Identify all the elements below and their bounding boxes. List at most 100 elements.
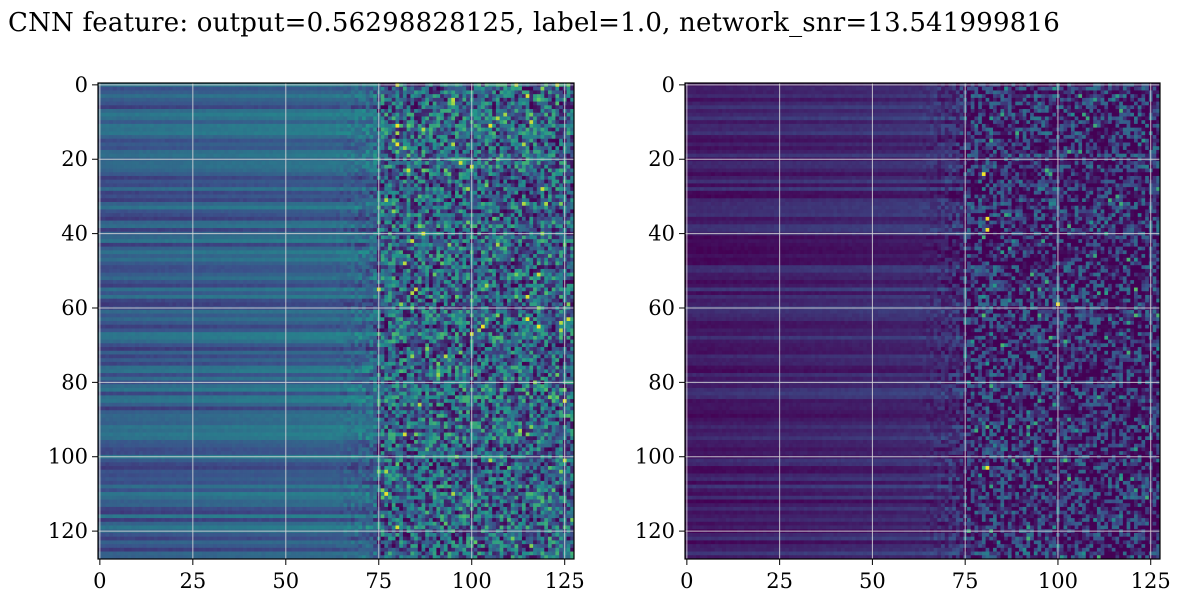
heatmap-cell <box>515 109 519 113</box>
heatmap-cell <box>150 165 154 169</box>
heatmap-cell <box>544 113 548 117</box>
heatmap-cell <box>143 165 147 169</box>
heatmap-cell <box>485 120 489 124</box>
heatmap-cell <box>154 98 158 102</box>
heatmap-cell <box>422 120 426 124</box>
heatmap-cell <box>347 172 351 176</box>
heatmap-cell <box>358 87 362 91</box>
heatmap-cell <box>310 139 314 143</box>
heatmap-cell <box>314 105 318 109</box>
heatmap-cell <box>213 161 217 165</box>
heatmap-cell <box>161 146 165 150</box>
heatmap-cell <box>336 87 340 91</box>
heatmap-cell <box>403 135 407 139</box>
heatmap-cell <box>410 113 414 117</box>
heatmap-cell <box>459 128 463 132</box>
heatmap-cell <box>202 120 206 124</box>
heatmap-cell <box>198 143 202 147</box>
heatmap-cell <box>217 87 221 91</box>
heatmap-cell <box>213 172 217 176</box>
heatmap-cell <box>213 128 217 132</box>
heatmap-cell <box>124 113 128 117</box>
heatmap-cell <box>317 131 321 135</box>
heatmap-cell <box>477 161 481 165</box>
heatmap-cell <box>221 98 225 102</box>
heatmap-cell <box>351 87 355 91</box>
heatmap-cell <box>113 172 117 176</box>
heatmap-cell <box>254 98 258 102</box>
heatmap-cell <box>202 131 206 135</box>
heatmap-cell <box>221 116 225 120</box>
heatmap-cell <box>299 98 303 102</box>
heatmap-cell <box>511 131 515 135</box>
heatmap-cell <box>113 124 117 128</box>
heatmap-cell <box>537 131 541 135</box>
heatmap-cell <box>273 87 277 91</box>
heatmap-cell <box>217 109 221 113</box>
heatmap-cell <box>321 172 325 176</box>
heatmap-cell <box>381 124 385 128</box>
heatmap-cell <box>120 116 124 120</box>
heatmap-cell <box>366 98 370 102</box>
heatmap-cell <box>254 87 258 91</box>
heatmap-cell <box>277 146 281 150</box>
heatmap-cell <box>414 154 418 158</box>
heatmap-cell <box>410 169 414 173</box>
heatmap-cell <box>529 98 533 102</box>
heatmap-cell <box>102 143 106 147</box>
heatmap-cell <box>355 116 359 120</box>
heatmap-cell <box>314 90 318 94</box>
heatmap-cell <box>492 165 496 169</box>
heatmap-cell <box>481 128 485 132</box>
heatmap-cell <box>451 150 455 154</box>
heatmap-cell <box>198 154 202 158</box>
heatmap-cell <box>143 105 147 109</box>
heatmap-cell <box>210 135 214 139</box>
heatmap-cell <box>399 120 403 124</box>
heatmap-cell <box>280 105 284 109</box>
heatmap-cell <box>288 165 292 169</box>
heatmap-cell <box>552 169 556 173</box>
heatmap-cell <box>217 120 221 124</box>
heatmap-cell <box>548 113 552 117</box>
heatmap-cell <box>559 139 563 143</box>
heatmap-cell <box>358 135 362 139</box>
heatmap-cell <box>466 116 470 120</box>
heatmap-cell <box>336 169 340 173</box>
heatmap-cell <box>455 146 459 150</box>
heatmap-cell <box>451 172 455 176</box>
heatmap-cell <box>206 143 210 147</box>
heatmap-cell <box>154 154 158 158</box>
heatmap-cell <box>139 87 143 91</box>
heatmap-cell <box>139 146 143 150</box>
heatmap-cell <box>258 165 262 169</box>
heatmap-cell <box>172 87 176 91</box>
heatmap-cell <box>131 143 135 147</box>
heatmap-cell <box>429 150 433 154</box>
heatmap-cell <box>228 102 232 106</box>
heatmap-cell <box>139 120 143 124</box>
heatmap-cell <box>466 113 470 117</box>
heatmap-cell <box>425 98 429 102</box>
heatmap-cell <box>243 135 247 139</box>
heatmap-cell <box>314 120 318 124</box>
heatmap-cell <box>340 105 344 109</box>
heatmap-cell <box>131 150 135 154</box>
heatmap-cell <box>299 90 303 94</box>
heatmap-cell <box>202 146 206 150</box>
heatmap-cell <box>362 146 366 150</box>
heatmap-cell <box>340 90 344 94</box>
heatmap-cell <box>518 102 522 106</box>
heatmap-cell <box>537 154 541 158</box>
heatmap-cell <box>336 154 340 158</box>
heatmap-cell <box>444 124 448 128</box>
heatmap-cell <box>314 165 318 169</box>
heatmap-cell <box>496 143 500 147</box>
heatmap-cell <box>362 135 366 139</box>
heatmap-cell <box>448 131 452 135</box>
heatmap-cell <box>522 161 526 165</box>
heatmap-cell <box>295 113 299 117</box>
heatmap-cell <box>448 116 452 120</box>
heatmap-cell <box>332 105 336 109</box>
heatmap-cell <box>169 139 173 143</box>
